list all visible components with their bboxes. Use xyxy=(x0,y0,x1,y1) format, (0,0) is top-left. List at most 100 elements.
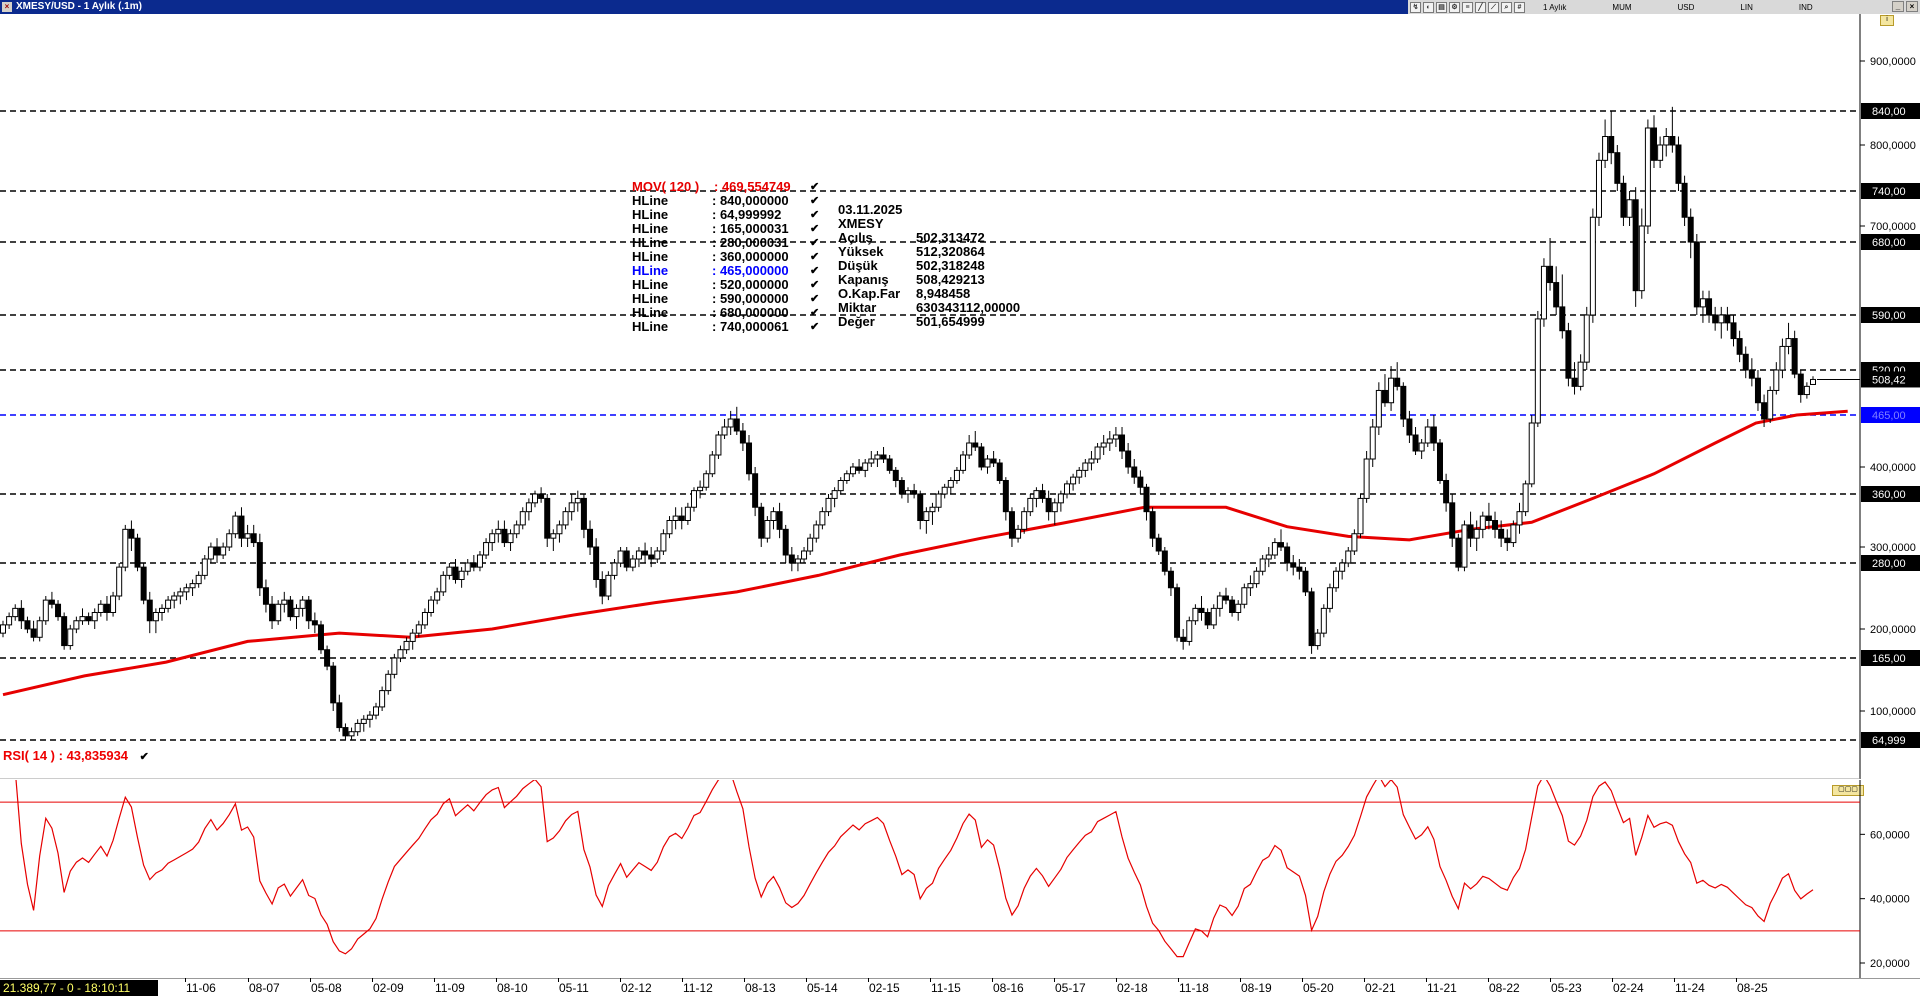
y-tick-label: 400,0000 xyxy=(1870,462,1916,474)
candle-body xyxy=(1192,607,1199,622)
x-tick xyxy=(1612,978,1613,982)
candle-body xyxy=(672,515,679,522)
mode-select[interactable]: IND xyxy=(1798,2,1813,12)
candle-body xyxy=(91,612,98,622)
x-tick xyxy=(558,978,559,982)
candle-body xyxy=(293,607,300,618)
x-tick-label: 05-11 xyxy=(559,981,589,995)
x-tick xyxy=(1674,978,1675,982)
grid-icon[interactable]: # xyxy=(1514,1,1525,13)
trend-icon[interactable]: ⟋ xyxy=(1488,1,1499,13)
candle-body xyxy=(232,515,239,535)
candle-body xyxy=(428,599,435,613)
hline-label: 680,00 xyxy=(1872,237,1906,249)
candle-body xyxy=(1388,377,1395,404)
settings-icon[interactable]: ⚙ xyxy=(1449,1,1460,13)
indicator-icon[interactable]: ≡ xyxy=(1462,1,1473,13)
x-tick-label: 08-25 xyxy=(1737,981,1768,995)
candle-body xyxy=(782,528,789,556)
candle-body xyxy=(1736,338,1743,355)
x-tick-label: 02-18 xyxy=(1117,981,1148,995)
candle-body xyxy=(605,574,612,597)
x-tick-label: 08-07 xyxy=(249,981,280,995)
line-icon[interactable]: ╱ xyxy=(1475,1,1486,13)
candle-body xyxy=(525,502,532,513)
x-tick xyxy=(1364,978,1365,982)
candle-body xyxy=(177,591,184,597)
candle-body xyxy=(1027,497,1034,513)
candle-body xyxy=(24,620,31,630)
data-key: Değer xyxy=(838,314,875,329)
data-key: Açılış xyxy=(838,230,873,245)
legend-hline-label: HLine xyxy=(632,277,669,292)
candle-body xyxy=(1748,369,1755,379)
candle-body xyxy=(134,537,141,568)
legend-hline-label: HLine xyxy=(632,193,669,208)
candle-body xyxy=(110,595,117,613)
candle-body xyxy=(911,490,918,495)
candle-body xyxy=(684,506,691,521)
candle-body xyxy=(709,454,716,475)
price-chart[interactable]: 100,0000 200,0000 300,0000 400,0000 700,0000… xyxy=(0,14,1920,779)
candle-body xyxy=(220,546,227,556)
candle-body xyxy=(1106,438,1113,444)
scale-select[interactable]: LIN xyxy=(1740,2,1753,12)
candle-body xyxy=(1797,373,1804,396)
checkmark-icon: ✔ xyxy=(810,223,820,235)
candle-body xyxy=(1663,136,1670,146)
rsi-line xyxy=(15,780,1814,958)
legend-hline-value: : 520,000000 xyxy=(712,277,789,292)
candle-body xyxy=(409,632,416,642)
candle-body xyxy=(415,624,422,634)
candle-body xyxy=(642,550,649,556)
candle-body xyxy=(1333,570,1340,589)
color-icon[interactable]: ◐ xyxy=(1423,1,1434,13)
candle-body xyxy=(122,528,129,568)
candle-body xyxy=(862,462,869,471)
candle-body xyxy=(116,566,123,597)
candle-body xyxy=(1571,377,1578,387)
candle-body xyxy=(892,469,899,481)
minimize-icon[interactable]: _ xyxy=(1892,1,1904,12)
period-select[interactable]: 1 Aylık xyxy=(1543,2,1567,12)
checkmark-icon: ✔ xyxy=(810,195,820,207)
candle-body xyxy=(1810,378,1816,385)
candle-body xyxy=(1614,152,1621,184)
draw-tool-icon[interactable]: ↯ xyxy=(1410,1,1421,13)
chart-type-select[interactable]: MUM xyxy=(1612,2,1632,12)
candle-body xyxy=(1485,515,1492,522)
x-tick-label: 05-23 xyxy=(1551,981,1582,995)
print-icon[interactable]: ▤ xyxy=(1436,1,1447,13)
candle-body xyxy=(1314,632,1321,647)
candle-body xyxy=(1149,511,1156,539)
x-tick-label: 08-19 xyxy=(1241,981,1272,995)
candle-body xyxy=(1718,314,1725,324)
currency-select[interactable]: USD xyxy=(1677,2,1695,12)
candle-body xyxy=(1235,603,1242,613)
pin-icon[interactable]: i xyxy=(1880,15,1894,26)
x-tick-label: 02-12 xyxy=(621,981,652,995)
window-controls: _ × xyxy=(1892,1,1918,12)
panel-pin-icon[interactable]: ▢▢▢ xyxy=(1832,785,1864,796)
x-tick xyxy=(744,978,745,982)
zoom-icon[interactable]: ⌕ xyxy=(1501,1,1512,13)
x-tick xyxy=(806,978,807,982)
candle-body xyxy=(281,599,288,605)
candle-body xyxy=(1455,537,1462,568)
candle-body xyxy=(1222,595,1229,601)
candle-body xyxy=(1669,136,1676,146)
close-icon[interactable]: × xyxy=(1906,1,1918,12)
candle-body xyxy=(171,595,178,601)
hline-label: 840,00 xyxy=(1872,106,1906,118)
candle-body xyxy=(874,454,881,460)
legend-mov-label: MOV( 120 ) xyxy=(632,179,700,194)
candle-body xyxy=(825,497,832,513)
candle-body xyxy=(1424,426,1431,444)
candle-body xyxy=(1100,442,1107,448)
candle-body xyxy=(1443,480,1450,504)
candle-body xyxy=(1253,570,1260,585)
checkmark-icon[interactable]: ✔ xyxy=(139,751,149,763)
candle-body xyxy=(868,458,875,464)
x-tick xyxy=(185,978,186,982)
